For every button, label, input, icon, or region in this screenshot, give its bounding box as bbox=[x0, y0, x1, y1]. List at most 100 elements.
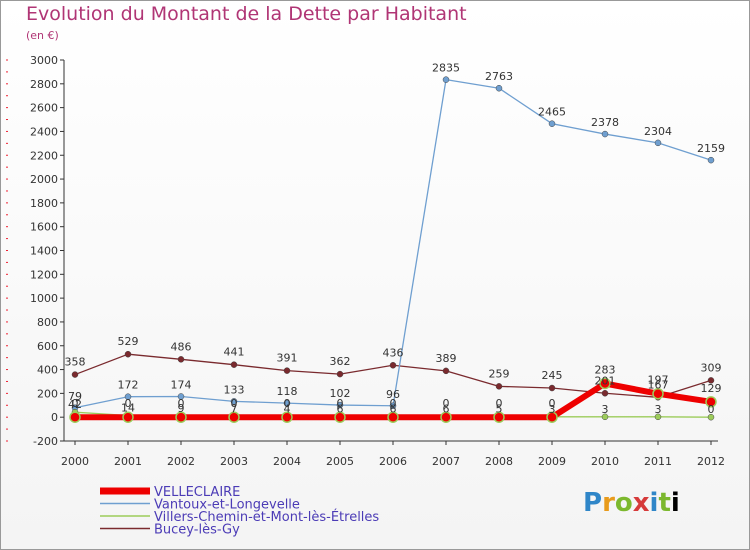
data-label: 5 bbox=[496, 403, 503, 416]
logo-letter: i bbox=[649, 488, 659, 518]
y-tick-label: 1800 bbox=[30, 197, 58, 210]
y-tick-label: 2600 bbox=[30, 102, 58, 115]
data-point bbox=[283, 399, 291, 407]
data-label: 6 bbox=[443, 402, 450, 415]
data-label: 6 bbox=[390, 402, 397, 415]
data-point bbox=[283, 367, 291, 374]
data-label: 167 bbox=[648, 378, 669, 391]
data-point bbox=[705, 396, 717, 408]
data-point bbox=[548, 120, 556, 127]
data-label: 259 bbox=[489, 367, 510, 380]
logo-letter: i bbox=[670, 488, 680, 518]
data-point bbox=[601, 390, 609, 397]
data-point bbox=[336, 401, 344, 409]
data-point bbox=[601, 413, 609, 421]
data-label: 0 bbox=[178, 397, 185, 410]
y-tick-label: 600 bbox=[37, 340, 58, 353]
y-tick-label: 1600 bbox=[30, 221, 58, 234]
data-point bbox=[707, 413, 715, 421]
data-point bbox=[69, 411, 81, 423]
data-point bbox=[177, 356, 185, 363]
data-label: 2378 bbox=[591, 116, 619, 129]
data-label: 441 bbox=[224, 346, 245, 359]
data-point bbox=[546, 411, 558, 423]
data-label: 79 bbox=[68, 390, 82, 403]
data-label: 283 bbox=[595, 363, 616, 376]
data-point bbox=[599, 377, 611, 390]
legend-label: Bucey-lès-Gy bbox=[154, 523, 240, 538]
x-tick-label: 2002 bbox=[167, 455, 195, 468]
legend-label: Villers-Chemin-et-Mont-lès-Étrelles bbox=[154, 509, 379, 525]
y-tick-label: 1200 bbox=[30, 268, 58, 281]
data-label: 197 bbox=[648, 374, 669, 387]
x-tick-label: 2006 bbox=[379, 455, 407, 468]
data-label: 3 bbox=[602, 403, 609, 416]
legend-label: Vantoux-et-Longevelle bbox=[154, 498, 300, 513]
data-point bbox=[175, 411, 187, 423]
y-tick-label: -200 bbox=[33, 435, 58, 448]
data-label: 0 bbox=[496, 397, 503, 410]
data-point bbox=[71, 371, 79, 378]
data-point bbox=[177, 393, 185, 400]
x-tick-label: 2003 bbox=[220, 455, 248, 468]
data-label: 0 bbox=[284, 397, 291, 410]
data-point bbox=[334, 411, 346, 423]
data-point bbox=[442, 367, 450, 375]
y-tick-label: 800 bbox=[37, 316, 58, 329]
data-label: 0 bbox=[708, 403, 715, 416]
x-tick-label: 2001 bbox=[114, 455, 142, 468]
y-tick-label: 3000 bbox=[30, 54, 58, 67]
data-label: 436 bbox=[383, 346, 404, 359]
data-point bbox=[124, 393, 132, 400]
proxiti-logo: Proxiti bbox=[583, 488, 680, 518]
y-tick-label: 1000 bbox=[30, 292, 58, 305]
y-tick-label: 400 bbox=[37, 364, 58, 377]
data-label: 309 bbox=[701, 361, 722, 374]
data-label: 245 bbox=[542, 369, 563, 382]
data-label: 391 bbox=[277, 352, 298, 365]
y-tick-label: 0 bbox=[51, 411, 58, 424]
data-label: 0 bbox=[443, 397, 450, 410]
data-point bbox=[387, 411, 399, 423]
data-label: 529 bbox=[118, 335, 139, 348]
data-point bbox=[495, 84, 503, 92]
data-point bbox=[389, 402, 397, 410]
data-point bbox=[336, 370, 344, 378]
x-tick-label: 2009 bbox=[538, 455, 566, 468]
data-label: 7 bbox=[231, 402, 238, 415]
x-tick-label: 2007 bbox=[432, 455, 460, 468]
data-label: 0 bbox=[125, 397, 132, 410]
data-point bbox=[493, 411, 505, 423]
data-label: 3 bbox=[549, 403, 556, 416]
y-tick-label: 1400 bbox=[30, 245, 58, 258]
data-point bbox=[495, 383, 503, 390]
logo-letter: t bbox=[658, 488, 671, 518]
data-label: 2159 bbox=[697, 142, 725, 155]
x-tick-label: 2008 bbox=[485, 455, 513, 468]
y-tick-label: 2000 bbox=[30, 173, 58, 186]
data-label: 2465 bbox=[538, 106, 566, 119]
data-point bbox=[548, 384, 556, 392]
data-label: 2763 bbox=[485, 70, 513, 83]
chart-subtitle: (en €) bbox=[26, 29, 59, 42]
logo-letter: P bbox=[583, 488, 603, 518]
data-label: 0 bbox=[390, 397, 397, 410]
data-point bbox=[707, 156, 715, 164]
data-label: 358 bbox=[65, 356, 86, 369]
legend-label: VELLECLAIRE bbox=[154, 485, 240, 500]
data-label: 3 bbox=[655, 403, 662, 416]
data-label: 42 bbox=[68, 398, 82, 411]
x-tick-label: 2010 bbox=[591, 455, 619, 468]
y-tick-label: 2400 bbox=[30, 125, 58, 138]
data-label: 96 bbox=[386, 388, 400, 401]
y-tick-label: 2200 bbox=[30, 149, 58, 162]
logo-letter: r bbox=[602, 488, 615, 518]
data-label: 102 bbox=[330, 387, 351, 400]
x-tick-label: 2011 bbox=[644, 455, 672, 468]
data-label: 2835 bbox=[432, 62, 460, 75]
x-tick-label: 2012 bbox=[697, 455, 725, 468]
data-point bbox=[124, 350, 132, 358]
x-tick-label: 2004 bbox=[273, 455, 301, 468]
